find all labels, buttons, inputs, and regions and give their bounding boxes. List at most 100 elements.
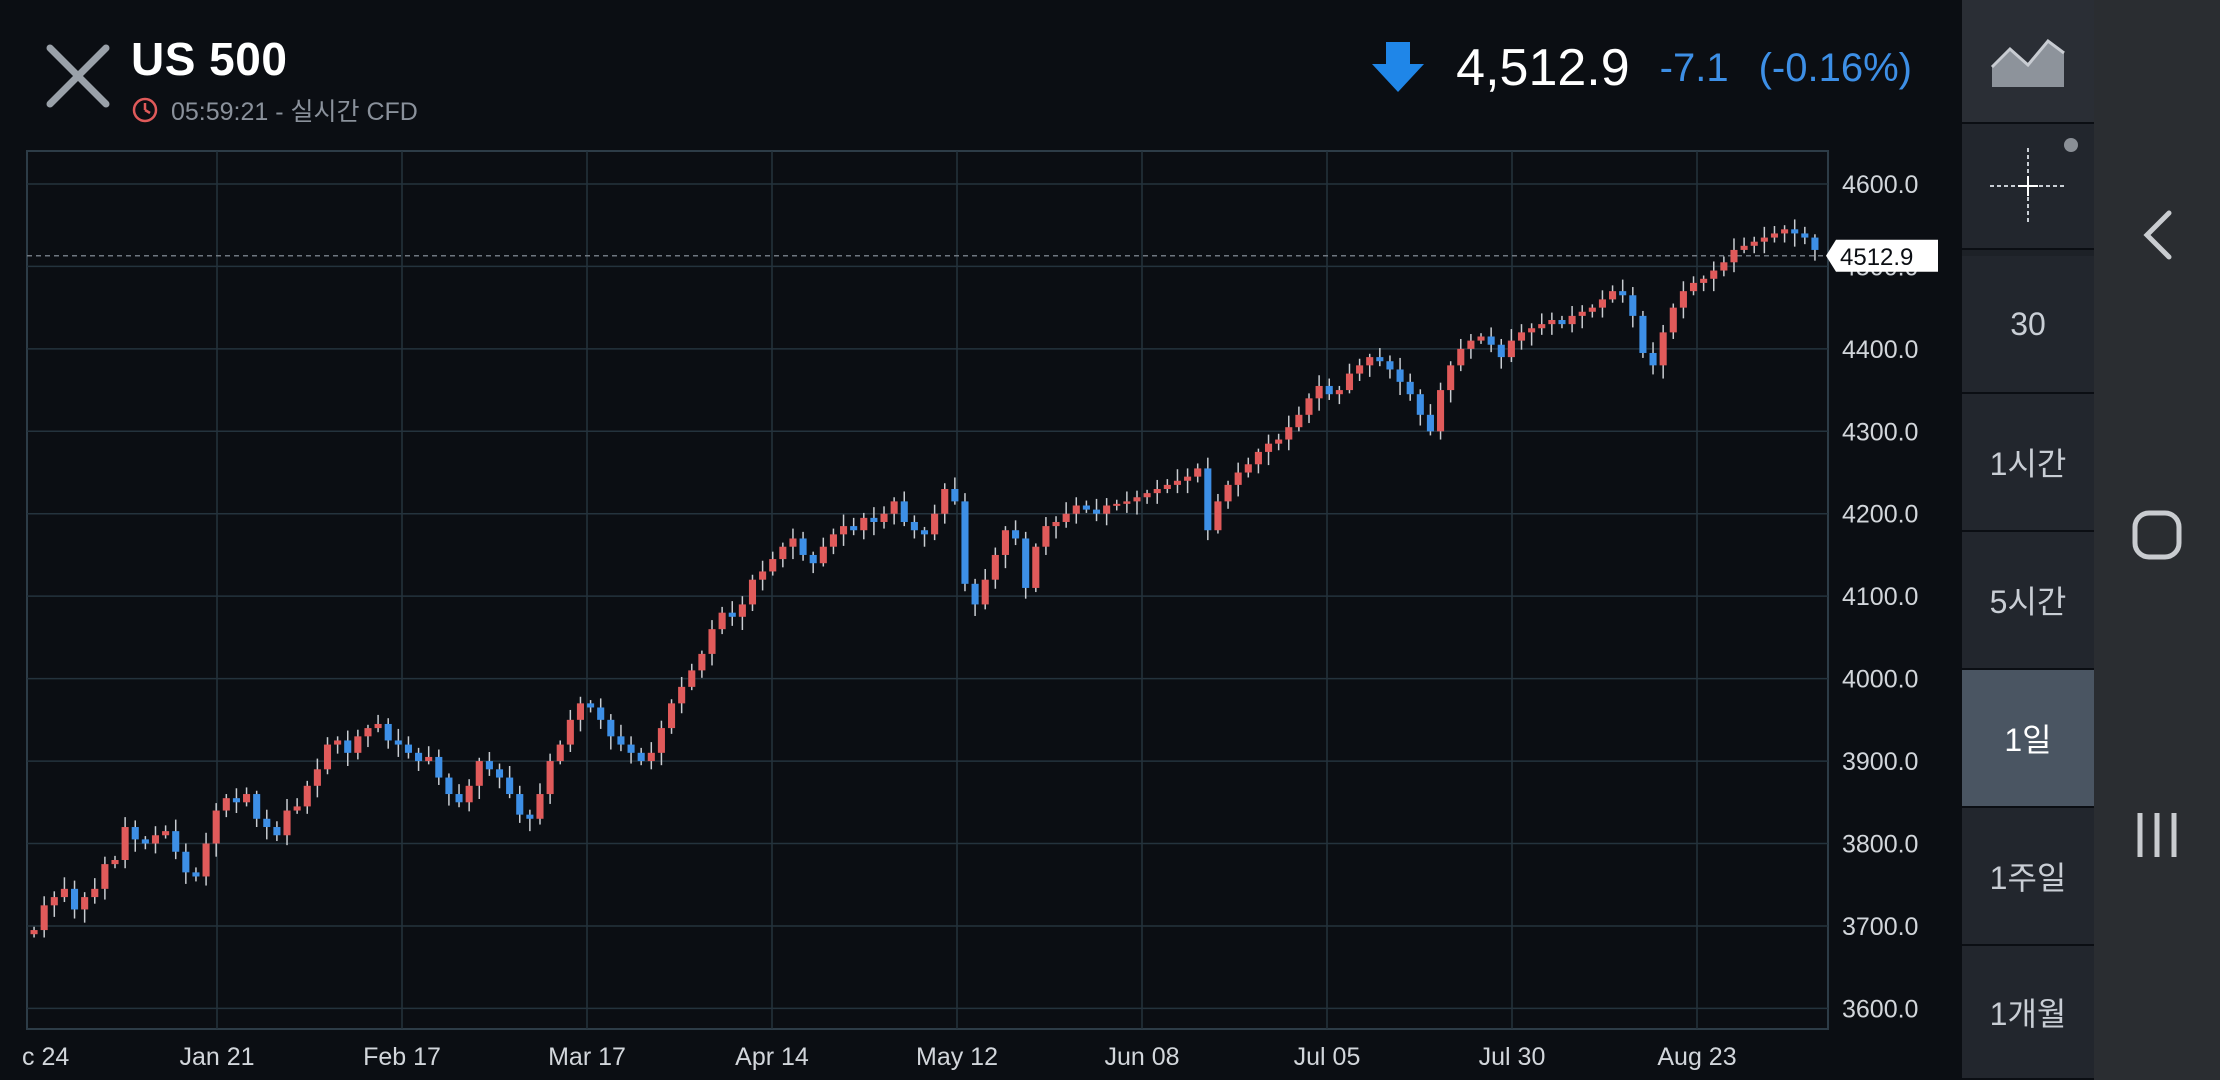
x-tick-label: Mar 17 bbox=[548, 1043, 626, 1071]
candle-body bbox=[1467, 340, 1475, 349]
recents-button[interactable] bbox=[2094, 780, 2220, 890]
instrument-subtitle: 05:59:21 - 실시간 CFD bbox=[131, 92, 418, 128]
price-quote: 4,512.9 -7.1 (-0.16%) bbox=[1368, 38, 1912, 98]
candle-body bbox=[506, 777, 514, 795]
candle-body bbox=[789, 538, 797, 547]
last-price: 4,512.9 bbox=[1456, 39, 1630, 97]
candle-body bbox=[354, 736, 362, 753]
candle-body bbox=[1173, 480, 1182, 485]
candle-body bbox=[1437, 390, 1445, 432]
candle-body bbox=[404, 744, 412, 753]
candle-body bbox=[1032, 546, 1040, 588]
candle-body bbox=[1184, 476, 1192, 481]
candle-body bbox=[860, 517, 868, 531]
candle-body bbox=[526, 814, 534, 819]
candle-body bbox=[495, 769, 504, 778]
candle-body bbox=[50, 897, 58, 906]
candle-body bbox=[1770, 233, 1779, 238]
candle-body bbox=[728, 612, 736, 617]
candle-body bbox=[1457, 348, 1465, 366]
candle-body bbox=[1143, 493, 1151, 498]
interval-1month[interactable]: 1개월 bbox=[1962, 946, 2094, 1080]
interval-1week[interactable]: 1주일 bbox=[1962, 808, 2094, 946]
candle-body bbox=[1103, 505, 1111, 514]
y-tick-label: 4200.0 bbox=[1842, 501, 1918, 529]
candle-body bbox=[1730, 249, 1738, 263]
candle-body bbox=[931, 513, 939, 535]
candle-body bbox=[1275, 439, 1283, 444]
candle-body bbox=[111, 859, 119, 865]
candle-body bbox=[627, 744, 635, 753]
candle-body bbox=[1153, 489, 1161, 494]
arrow-down-icon bbox=[1372, 42, 1425, 92]
candle-body bbox=[1811, 237, 1819, 250]
candle-body bbox=[1538, 324, 1546, 329]
candle-body bbox=[131, 827, 139, 840]
y-tick-label: 4300.0 bbox=[1842, 418, 1918, 446]
candle-body bbox=[182, 851, 190, 873]
candle-body bbox=[587, 703, 595, 708]
candle-body bbox=[445, 777, 453, 795]
candle-body bbox=[718, 612, 726, 630]
candle-body bbox=[1578, 311, 1586, 316]
interval-1day[interactable]: 1일 bbox=[1962, 670, 2094, 808]
candle-body bbox=[607, 719, 615, 737]
candlestick-chart[interactable]: 3600.0 3700.0 3800.0 3900.0 4000.0 4100.0 4200… bbox=[0, 0, 1962, 1080]
crosshair-icon bbox=[1990, 148, 2066, 224]
system-navigation-bar bbox=[2094, 0, 2220, 1080]
candle-body bbox=[1012, 530, 1020, 539]
candle-body bbox=[1335, 390, 1343, 395]
candle-body bbox=[1598, 299, 1606, 308]
candle-body bbox=[991, 554, 999, 580]
candle-body bbox=[1760, 237, 1768, 242]
x-tick-label: May 12 bbox=[916, 1043, 998, 1071]
candle-body bbox=[1022, 538, 1030, 588]
candle-body bbox=[1163, 484, 1171, 490]
candle-body bbox=[799, 538, 807, 555]
candle-body bbox=[840, 526, 848, 535]
candle-body bbox=[40, 905, 48, 931]
home-button[interactable] bbox=[2094, 480, 2220, 590]
candle-body bbox=[425, 756, 433, 762]
candle-body bbox=[1224, 484, 1232, 502]
candle-body bbox=[323, 744, 332, 770]
interval-5hour[interactable]: 5시간 bbox=[1962, 532, 2094, 670]
candle-body bbox=[981, 579, 989, 605]
candle-body bbox=[141, 839, 149, 844]
chart-type-button[interactable] bbox=[1962, 0, 2094, 124]
x-tick-label: Jun 08 bbox=[1104, 1043, 1179, 1071]
candle-body bbox=[1042, 526, 1050, 547]
plot-frame bbox=[26, 150, 1829, 1030]
candle-body bbox=[1609, 291, 1617, 300]
candle-body bbox=[202, 843, 210, 877]
clock-icon bbox=[132, 97, 158, 123]
candle-body bbox=[455, 794, 463, 803]
candle-body bbox=[738, 604, 746, 617]
crosshair-button[interactable] bbox=[1962, 124, 2094, 250]
candle-body bbox=[81, 897, 89, 910]
interval-30[interactable]: 30 bbox=[1962, 256, 2094, 394]
candle-body bbox=[850, 526, 858, 531]
close-button[interactable] bbox=[40, 38, 116, 114]
current-price-tag bbox=[1826, 239, 1938, 272]
candle-body bbox=[1254, 451, 1262, 465]
candle-body bbox=[1507, 340, 1515, 358]
candle-body bbox=[1568, 315, 1576, 325]
candle-body bbox=[465, 785, 473, 803]
candle-body bbox=[961, 501, 969, 584]
current-price-label: 4512.9 bbox=[1840, 244, 1913, 271]
candle-body bbox=[1548, 320, 1556, 325]
candle-body bbox=[1669, 307, 1677, 333]
candle-body bbox=[708, 629, 716, 654]
candle-body bbox=[1305, 398, 1313, 415]
x-tick-label: Jan 21 bbox=[179, 1043, 254, 1071]
candle-body bbox=[475, 761, 483, 786]
candle-body bbox=[1123, 501, 1131, 504]
interval-1hour[interactable]: 1시간 bbox=[1962, 394, 2094, 532]
close-icon bbox=[46, 44, 110, 108]
candle-body bbox=[1386, 361, 1394, 370]
back-button[interactable] bbox=[2094, 180, 2220, 290]
candle-body bbox=[1315, 385, 1323, 399]
candle-body bbox=[748, 579, 757, 605]
candle-body bbox=[870, 517, 878, 522]
